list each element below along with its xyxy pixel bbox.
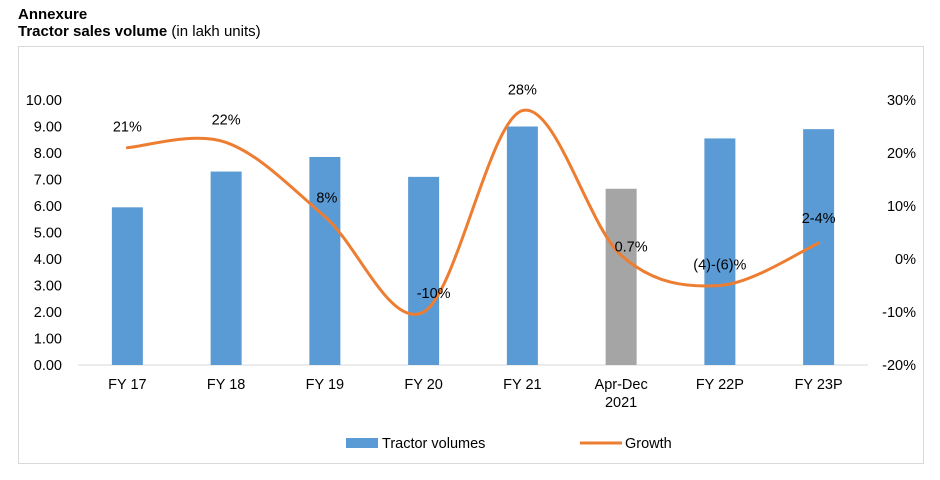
x-tick-label: 2021 xyxy=(605,395,637,411)
y-left-tick-label: 5.00 xyxy=(34,226,62,242)
y-left-tick-label: 8.00 xyxy=(34,146,62,162)
growth-line xyxy=(125,108,821,316)
x-tick-label: Apr-Dec xyxy=(595,377,648,393)
bar-tractor-volume xyxy=(210,171,242,365)
x-tick-label: FY 21 xyxy=(503,377,541,393)
annexure-label: Annexure xyxy=(18,6,88,23)
bar-tractor-volume xyxy=(408,176,440,365)
growth-data-label: 2-4% xyxy=(802,211,836,227)
y-right-tick-label: 0% xyxy=(895,252,916,268)
y-right-tick-label: 10% xyxy=(887,199,916,215)
growth-data-label: 21% xyxy=(113,120,142,136)
bar-tractor-volume xyxy=(704,138,736,365)
chart-title-bold: Tractor sales volume xyxy=(18,23,168,40)
growth-data-label: -10% xyxy=(417,286,451,302)
x-tick-label: FY 19 xyxy=(306,377,344,393)
x-tick-label: FY 23P xyxy=(795,377,843,393)
y-right-tick-label: -20% xyxy=(882,358,916,374)
x-tick-label: FY 20 xyxy=(404,377,442,393)
y-right-tick-label: 20% xyxy=(887,146,916,162)
y-left-tick-label: 4.00 xyxy=(34,252,62,268)
y-left-tick-label: 7.00 xyxy=(34,173,62,189)
legend-label-growth: Growth xyxy=(625,436,672,452)
growth-data-label: (4)-(6)% xyxy=(693,258,746,274)
growth-data-label: 28% xyxy=(508,83,537,99)
y-right-tick-label: 30% xyxy=(887,93,916,109)
chart-title: Tractor sales volume (in lakh units) xyxy=(18,23,261,40)
y-left-tick-label: 6.00 xyxy=(34,199,62,215)
x-tick-label: FY 22P xyxy=(696,377,744,393)
y-left-tick-label: 3.00 xyxy=(34,279,62,295)
chart-title-unit: (in lakh units) xyxy=(171,23,261,40)
growth-data-label: 22% xyxy=(212,112,241,128)
y-right-tick-label: -10% xyxy=(882,305,916,321)
growth-data-label: 8% xyxy=(316,191,337,207)
y-left-tick-label: 9.00 xyxy=(34,120,62,136)
x-tick-label: FY 17 xyxy=(108,377,146,393)
y-left-tick-label: 0.00 xyxy=(34,358,62,374)
y-left-tick-label: 10.00 xyxy=(26,93,62,109)
chart-frame xyxy=(18,46,924,464)
growth-data-label: 0.7% xyxy=(615,239,648,255)
bar-tractor-volume xyxy=(506,126,538,365)
bar-tractor-volume xyxy=(111,207,143,365)
legend-swatch-tractor-volumes xyxy=(346,438,378,448)
bar-tractor-volume xyxy=(605,188,637,365)
legend-label-tractor-volumes: Tractor volumes xyxy=(382,436,485,452)
chart-header: Annexure Tractor sales volume (in lakh u… xyxy=(18,6,261,40)
y-left-tick-label: 1.00 xyxy=(34,332,62,348)
bar-tractor-volume xyxy=(309,156,341,365)
y-left-tick-label: 2.00 xyxy=(34,305,62,321)
x-tick-label: FY 18 xyxy=(207,377,245,393)
